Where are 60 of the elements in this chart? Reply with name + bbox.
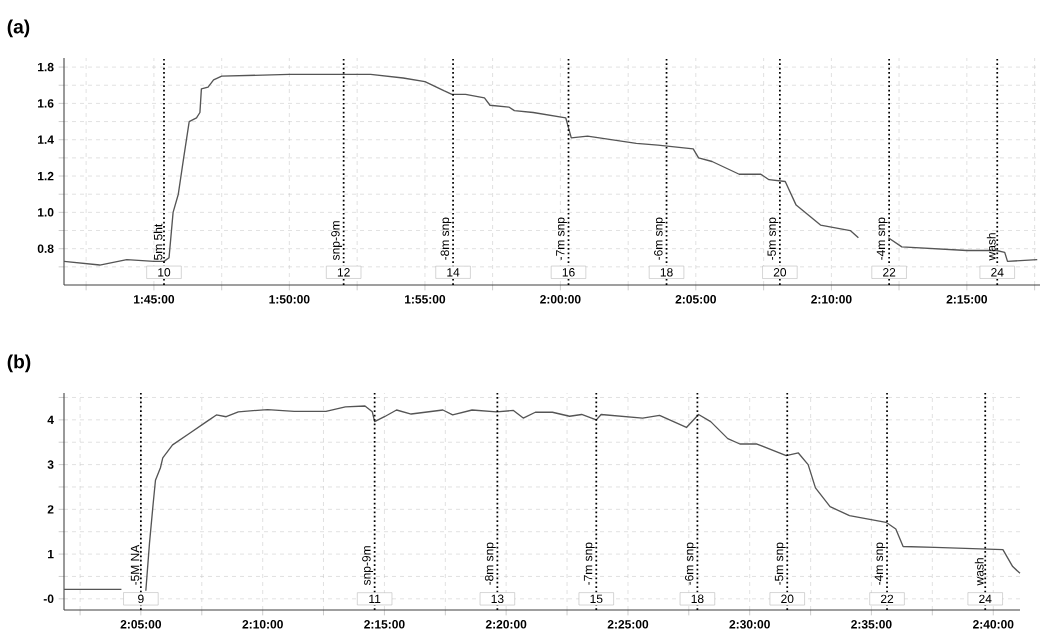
- annotation: 20: [773, 268, 787, 277]
- annotation: 24: [979, 594, 992, 604]
- annotation: 12: [337, 268, 350, 277]
- y-tick-label: 1: [48, 549, 54, 559]
- ref-line-label: wash: [974, 558, 984, 586]
- ref-line-label: -8m snp: [484, 542, 496, 585]
- y-tick-label: 4: [47, 415, 54, 424]
- ref-line-label: -5m snp: [774, 542, 786, 585]
- x-tick-label: 2:40:00: [973, 620, 1014, 629]
- annotation: 16: [562, 268, 575, 277]
- annotation: 15: [590, 594, 603, 604]
- y-tick-label: 2: [47, 505, 54, 514]
- annotation: 22: [883, 268, 896, 277]
- ref-line-label: snp-9m: [362, 546, 374, 586]
- annotation: 11: [369, 594, 381, 603]
- x-tick-label: 2:05:00: [120, 620, 162, 629]
- x-tick-label: 2:30:00: [729, 620, 770, 629]
- y-tick-label: 0.8: [37, 244, 54, 253]
- x-tick-label: 2:20:00: [485, 620, 527, 629]
- x-tick-label: 1:50:00: [269, 295, 310, 304]
- annotation: 13: [491, 594, 504, 604]
- ref-line-label: -7m snp: [556, 217, 567, 260]
- annotation: 14: [447, 268, 460, 277]
- y-tick-label: 1.6: [38, 99, 54, 108]
- x-tick-label: 2:35:00: [851, 620, 892, 629]
- x-tick-label: 1:55:00: [405, 295, 446, 304]
- x-tick-label: 1:45:00: [133, 295, 175, 304]
- annotation: 22: [880, 594, 894, 604]
- annotation: 10: [158, 268, 171, 277]
- ref-line-label: -6m snp: [654, 217, 665, 260]
- ref-line-label: -6m snp: [684, 542, 696, 585]
- x-tick-label: 2:15:00: [946, 295, 988, 304]
- ref-line-label: 5m 5ht: [153, 223, 163, 260]
- x-tick-label: 2:10:00: [811, 295, 852, 304]
- annotation: 20: [781, 594, 794, 604]
- y-tick-label: 1.4: [38, 135, 54, 144]
- ref-line-label: -8m snp: [440, 217, 452, 260]
- ref-line-label: wash: [986, 233, 996, 261]
- ref-line-label: -7m snp: [583, 542, 595, 585]
- annotation: 18: [691, 594, 704, 604]
- ref-line-label: -4m snp: [874, 542, 886, 585]
- x-tick-label: 2:00:00: [540, 295, 581, 304]
- ref-line-label: snp-9m: [331, 221, 343, 261]
- y-tick-label: 1.0: [38, 208, 54, 217]
- x-tick-label: 2:05:00: [675, 295, 716, 304]
- y-tick-label: -0: [43, 594, 54, 604]
- annotation: 18: [660, 268, 673, 277]
- x-tick-label: 2:15:00: [364, 620, 405, 629]
- ref-line-label: -5m snp: [767, 217, 779, 260]
- x-tick-label: 2:25:00: [607, 620, 649, 629]
- annotation: 9: [138, 594, 144, 604]
- x-tick-label: 2:10:00: [242, 620, 283, 629]
- chart-title: (a): [7, 19, 30, 38]
- chart-title: (b): [7, 354, 31, 373]
- y-tick-label: 3: [47, 460, 54, 469]
- annotation: 24: [991, 268, 1004, 277]
- ref-line-label: -4m snp: [876, 217, 888, 260]
- y-tick-label: 1.8: [38, 62, 54, 72]
- y-tick-label: 1.2: [38, 171, 54, 181]
- ref-line-label: -5M NA: [130, 544, 140, 585]
